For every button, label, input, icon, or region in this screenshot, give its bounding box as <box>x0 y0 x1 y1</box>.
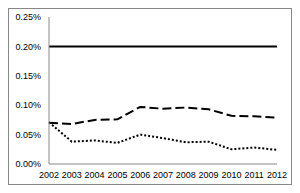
svg-text:2009: 2009 <box>199 170 219 180</box>
svg-text:2011: 2011 <box>245 170 264 180</box>
svg-text:0.00%: 0.00% <box>15 159 41 169</box>
svg-text:0.10%: 0.10% <box>15 100 41 110</box>
svg-text:2005: 2005 <box>107 170 127 180</box>
svg-text:0.25%: 0.25% <box>15 12 41 22</box>
svg-text:2003: 2003 <box>62 170 82 180</box>
svg-text:2012: 2012 <box>267 170 287 180</box>
svg-text:2007: 2007 <box>153 170 173 180</box>
svg-text:0.15%: 0.15% <box>15 71 41 81</box>
svg-text:2006: 2006 <box>130 170 150 180</box>
svg-text:2010: 2010 <box>221 170 241 180</box>
svg-text:0.20%: 0.20% <box>15 42 41 52</box>
svg-text:2004: 2004 <box>85 170 105 180</box>
svg-text:2002: 2002 <box>39 170 59 180</box>
svg-text:2008: 2008 <box>176 170 196 180</box>
svg-text:0.05%: 0.05% <box>15 130 41 140</box>
